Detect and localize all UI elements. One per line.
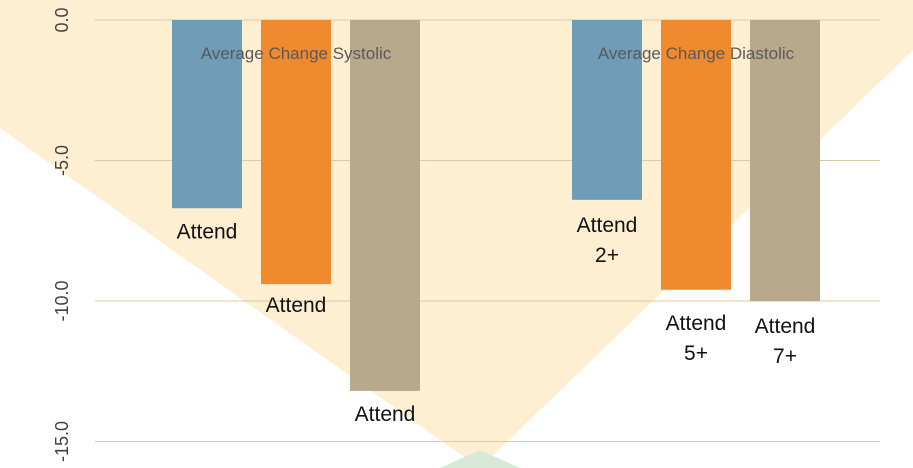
y-tick-label: -10.0 <box>52 280 72 321</box>
y-axis-tick-labels: 0.0 -5.0 -10.0 -15.0 <box>52 7 72 462</box>
bar <box>261 20 331 285</box>
bar-label: Attend 5+ <box>666 312 727 365</box>
bar <box>572 20 642 200</box>
bar <box>172 20 242 209</box>
bar <box>661 20 731 290</box>
bars <box>172 20 820 391</box>
y-tick-label: 0.0 <box>52 7 72 32</box>
bar <box>750 20 820 301</box>
group-labels: Average Change Systolic Average Change Di… <box>201 44 795 63</box>
bar-label: Attend <box>177 220 238 243</box>
bar-label: Attend 7+ <box>755 315 816 368</box>
bar <box>350 20 420 391</box>
green-tip-overlay <box>440 450 520 468</box>
y-tick-label: -15.0 <box>52 421 72 462</box>
group-label: Average Change Diastolic <box>598 44 795 63</box>
bar-label: Attend <box>266 294 327 317</box>
group-label: Average Change Systolic <box>201 44 392 63</box>
y-tick-label: -5.0 <box>52 145 72 176</box>
bar-labels: Attend Attend Attend Attend 2+ Attend 5+ Attend… <box>177 214 816 426</box>
bar-label: Attend 2+ <box>577 214 638 267</box>
bar-label: Attend <box>355 403 416 426</box>
